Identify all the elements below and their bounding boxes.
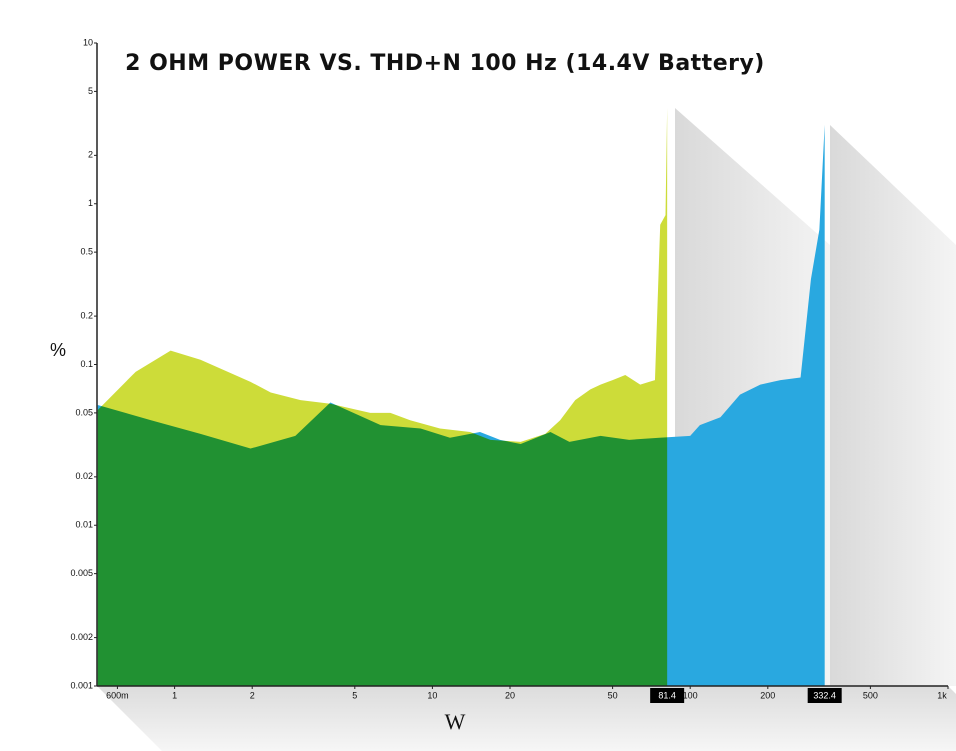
x-tick-label: 20: [505, 690, 515, 700]
y-tick-label: 0.05: [75, 407, 93, 417]
x-tick-label: 1: [172, 690, 177, 700]
y-tick-label: 10: [83, 37, 93, 47]
plot-area: [97, 107, 825, 686]
shadow: [97, 686, 956, 751]
y-tick-label: 2: [88, 150, 93, 160]
y-tick-label: 0.002: [70, 632, 93, 642]
x-tick-label: 600m: [106, 690, 129, 700]
y-axis-label: %: [50, 340, 66, 360]
x-tick-label: 50: [608, 690, 618, 700]
highlight-tick-label: 332.4: [813, 690, 836, 700]
y-tick-label: 0.2: [80, 310, 93, 320]
y-tick-label: 1: [88, 198, 93, 208]
highlight-tick: [807, 688, 842, 703]
highlight-tick-label: 81.4: [658, 690, 676, 700]
area: [97, 107, 668, 686]
y-tick-label: 0.02: [75, 471, 93, 481]
x-tick-label: 500: [863, 690, 878, 700]
shadow: [830, 125, 956, 686]
y-tick-label: 0.005: [70, 568, 93, 578]
x-tick-label: 1k: [937, 690, 947, 700]
x-tick-label: 5: [352, 690, 357, 700]
x-tick-label: 200: [760, 690, 775, 700]
x-tick-label: 2: [250, 690, 255, 700]
y-tick-label: 0.1: [80, 359, 93, 369]
y-tick-label: 0.5: [80, 247, 93, 257]
series-group: [97, 107, 668, 686]
highlight-tick: [650, 688, 685, 703]
x-tick-label: 100: [683, 690, 698, 700]
x-tick-label: 10: [427, 690, 437, 700]
y-tick-label: 0.01: [75, 520, 93, 530]
chart-title: 2 OHM POWER VS. THD+N 100 Hz (14.4V Batt…: [125, 51, 765, 76]
y-tick-label: 5: [88, 86, 93, 96]
x-axis-label: W: [445, 709, 466, 734]
y-tick-label: 0.001: [70, 680, 93, 690]
